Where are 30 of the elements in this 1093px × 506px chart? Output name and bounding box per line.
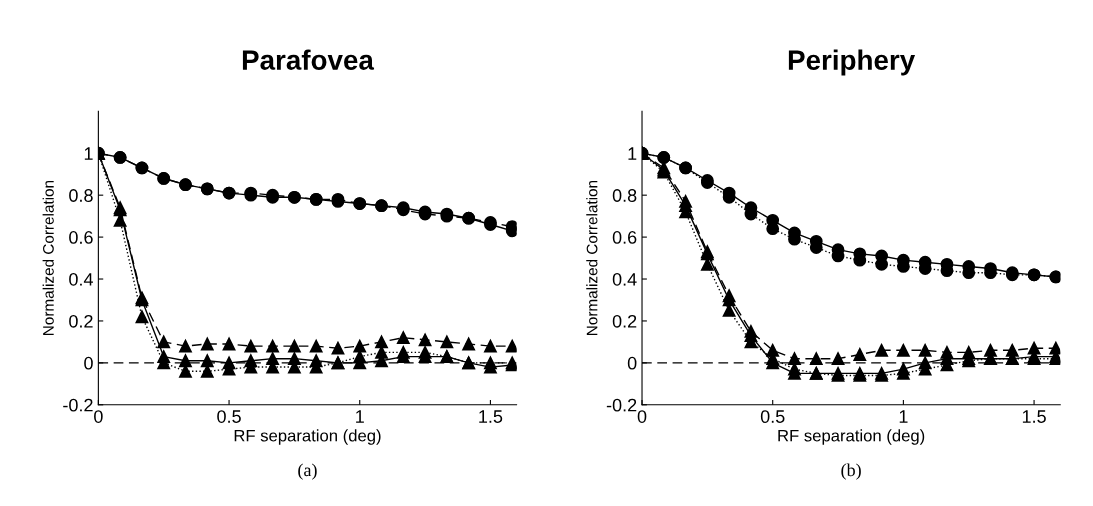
chart-title: Parafovea — [242, 49, 375, 70]
y-tick-label: 0 — [84, 356, 93, 370]
y-tick-label: 0.2 — [69, 314, 93, 328]
y-tick-label: 0.4 — [69, 272, 93, 286]
x-tick-label: 0.5 — [217, 410, 241, 423]
x-axis-title: RF separation (deg) — [778, 429, 925, 445]
x-tick-label: 0 — [94, 410, 103, 423]
x-axis-title: RF separation (deg) — [234, 429, 381, 445]
text: (b) — [841, 463, 861, 480]
text: (a) — [298, 463, 317, 480]
y-tick-label: 0 — [627, 356, 637, 370]
x-tick-label: 0.5 — [760, 410, 785, 423]
x-tick-label: 1.5 — [1022, 410, 1046, 423]
y-tick-label: 0.8 — [69, 189, 93, 202]
x-tick-label: 1.5 — [479, 410, 503, 423]
y-axis-title: Normalized Correlation — [42, 180, 54, 335]
y-tick-label: 0.2 — [612, 314, 637, 328]
y-tick-label: 0.6 — [612, 231, 637, 244]
y-tick-label: 0.6 — [69, 231, 93, 244]
y-tick-label: -0.2 — [63, 398, 93, 412]
y-tick-label: -0.2 — [606, 398, 637, 412]
chart-title: Periphery — [788, 49, 916, 76]
y-axis-title: Normalized Correlation — [586, 180, 598, 335]
y-tick-label: 1 — [628, 147, 637, 160]
y-tick-label: 0.8 — [612, 189, 637, 202]
x-tick-label: 1 — [899, 410, 908, 423]
x-tick-label: 1 — [356, 410, 364, 423]
x-tick-label: 0 — [637, 410, 647, 423]
y-tick-label: 1 — [84, 147, 93, 160]
y-tick-label: 0.4 — [612, 272, 637, 286]
